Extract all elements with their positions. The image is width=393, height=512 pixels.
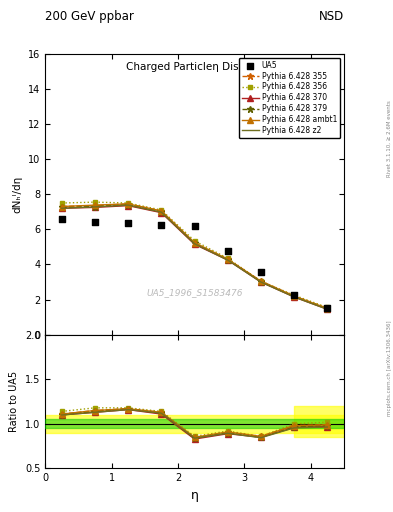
UA5 — [224, 247, 231, 255]
UA5 — [125, 219, 131, 227]
Pythia 6.428 379 — [259, 279, 263, 285]
Pythia 6.428 356 — [225, 255, 230, 262]
Pythia 6.428 370 — [292, 294, 296, 300]
UA5 — [59, 215, 65, 223]
Pythia 6.428 356 — [259, 278, 263, 284]
UA5 — [191, 222, 198, 230]
Y-axis label: Ratio to UA5: Ratio to UA5 — [9, 371, 19, 432]
Pythia 6.428 356 — [292, 292, 296, 298]
Pythia 6.428 ambt1 — [126, 201, 130, 207]
Text: (ua5-200-nsd5): (ua5-200-nsd5) — [239, 62, 309, 71]
Pythia 6.428 370 — [59, 205, 64, 211]
Pythia 6.428 ambt1 — [292, 293, 296, 299]
Pythia 6.428 356 — [159, 207, 164, 213]
Pythia 6.428 z2 — [59, 205, 64, 211]
Pythia 6.428 355 — [159, 208, 164, 214]
Bar — [45, 415, 344, 433]
Pythia 6.428 ambt1 — [225, 256, 230, 262]
Pythia 6.428 ambt1 — [192, 240, 197, 246]
Legend: UA5, Pythia 6.428 355, Pythia 6.428 356, Pythia 6.428 370, Pythia 6.428 379, Pyt: UA5, Pythia 6.428 355, Pythia 6.428 356,… — [239, 57, 340, 138]
Pythia 6.428 z2 — [292, 294, 296, 300]
Pythia 6.428 379 — [93, 203, 97, 209]
Pythia 6.428 ambt1 — [259, 278, 263, 284]
UA5 — [158, 221, 165, 229]
Pythia 6.428 z2 — [259, 279, 263, 285]
Line: Pythia 6.428 z2: Pythia 6.428 z2 — [62, 205, 327, 309]
Pythia 6.428 370 — [192, 241, 197, 247]
Line: Pythia 6.428 ambt1: Pythia 6.428 ambt1 — [59, 201, 330, 311]
Pythia 6.428 355 — [325, 305, 330, 311]
Pythia 6.428 379 — [159, 209, 164, 215]
Pythia 6.428 370 — [126, 203, 130, 209]
Pythia 6.428 355 — [292, 293, 296, 299]
UA5 — [258, 268, 264, 276]
Pythia 6.428 z2 — [225, 257, 230, 263]
Bar — [45, 419, 344, 429]
Pythia 6.428 ambt1 — [325, 305, 330, 311]
Pythia 6.428 370 — [159, 209, 164, 216]
Pythia 6.428 356 — [126, 200, 130, 206]
Pythia 6.428 ambt1 — [159, 208, 164, 214]
Pythia 6.428 379 — [325, 306, 330, 312]
Pythia 6.428 356 — [325, 305, 330, 311]
Pythia 6.428 355 — [192, 240, 197, 246]
Pythia 6.428 370 — [225, 257, 230, 263]
Pythia 6.428 355 — [225, 256, 230, 262]
Pythia 6.428 355 — [93, 203, 97, 209]
Pythia 6.428 z2 — [126, 202, 130, 208]
Line: Pythia 6.428 355: Pythia 6.428 355 — [58, 200, 331, 312]
Pythia 6.428 379 — [192, 240, 197, 246]
Pythia 6.428 356 — [59, 200, 64, 206]
Pythia 6.428 z2 — [93, 204, 97, 210]
Pythia 6.428 379 — [292, 293, 296, 300]
Pythia 6.428 379 — [59, 204, 64, 210]
Pythia 6.428 355 — [59, 203, 64, 209]
Text: 200 GeV ppbar: 200 GeV ppbar — [45, 10, 134, 23]
UA5 — [291, 291, 297, 300]
Pythia 6.428 z2 — [192, 241, 197, 247]
Line: Pythia 6.428 379: Pythia 6.428 379 — [58, 201, 331, 312]
Text: Charged Particleη Distribution: Charged Particleη Distribution — [126, 62, 283, 72]
Text: Rivet 3.1.10, ≥ 2.6M events: Rivet 3.1.10, ≥ 2.6M events — [387, 100, 391, 177]
Pythia 6.428 ambt1 — [93, 202, 97, 208]
Text: mcplots.cern.ch [arXiv:1306.3436]: mcplots.cern.ch [arXiv:1306.3436] — [387, 321, 391, 416]
UA5 — [92, 218, 98, 226]
Pythia 6.428 z2 — [325, 306, 330, 312]
X-axis label: η: η — [191, 489, 198, 502]
Text: NSD: NSD — [319, 10, 344, 23]
Pythia 6.428 379 — [225, 257, 230, 263]
Pythia 6.428 355 — [126, 201, 130, 207]
Pythia 6.428 370 — [259, 279, 263, 285]
Y-axis label: dNₕᴵ/dη: dNₕᴵ/dη — [13, 176, 22, 213]
Pythia 6.428 355 — [259, 278, 263, 284]
Line: Pythia 6.428 356: Pythia 6.428 356 — [60, 200, 329, 310]
Text: UA5_1996_S1583476: UA5_1996_S1583476 — [146, 288, 243, 297]
Pythia 6.428 356 — [192, 238, 197, 244]
Pythia 6.428 370 — [93, 204, 97, 210]
Pythia 6.428 379 — [126, 202, 130, 208]
Pythia 6.428 356 — [93, 199, 97, 205]
UA5 — [324, 304, 331, 312]
Pythia 6.428 370 — [325, 306, 330, 312]
Pythia 6.428 ambt1 — [59, 203, 64, 209]
Line: Pythia 6.428 370: Pythia 6.428 370 — [59, 203, 330, 312]
Pythia 6.428 z2 — [159, 209, 164, 215]
